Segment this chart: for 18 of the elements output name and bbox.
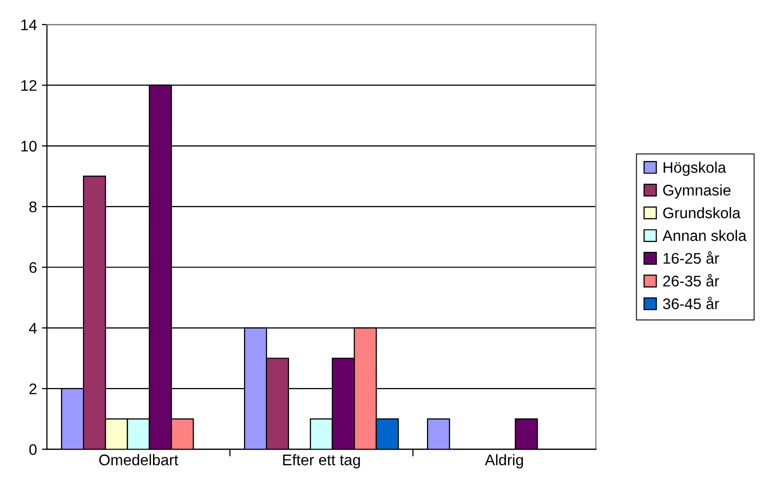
legend-label: Annan skola <box>662 230 747 242</box>
y-tick-label: 0 <box>29 444 37 455</box>
y-tick-label: 2 <box>29 383 36 394</box>
y-tick-label: 14 <box>21 20 37 30</box>
legend-label: 26-35 år <box>663 274 720 286</box>
x-tick-label: Efter ett tag <box>283 454 360 468</box>
legend-label: 36-45 år <box>663 296 720 310</box>
legend-label: 16-25 år <box>664 251 720 264</box>
y-tick-label: 8 <box>29 201 37 212</box>
x-tick-label: Omedelbart <box>99 454 178 466</box>
y-tick-label: 12 <box>21 80 36 91</box>
legend-label: Högskola <box>664 162 726 176</box>
legend-label: Grundskola <box>663 207 741 218</box>
y-tick-label: 6 <box>29 262 37 273</box>
x-tick-label: Aldrig <box>484 454 523 468</box>
legend-label: Gymnasie <box>663 184 731 199</box>
y-tick-label: 10 <box>21 140 37 152</box>
y-tick-label: 4 <box>29 322 37 334</box>
